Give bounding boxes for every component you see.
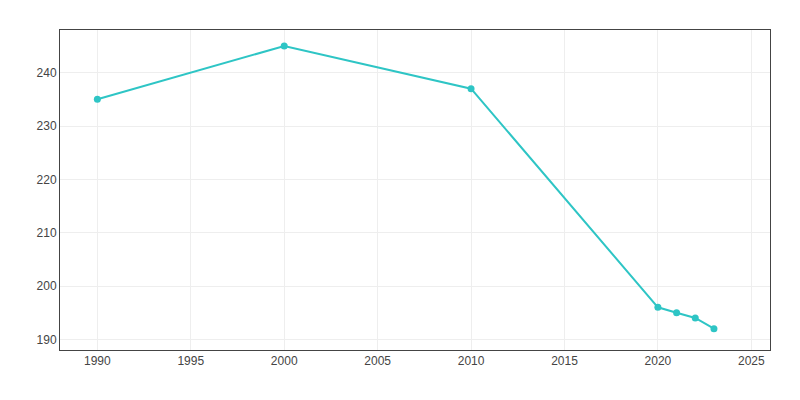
- svg-text:2020: 2020: [645, 354, 672, 368]
- svg-text:220: 220: [37, 173, 57, 187]
- svg-text:200: 200: [37, 279, 57, 293]
- svg-text:1995: 1995: [177, 354, 204, 368]
- svg-text:230: 230: [37, 119, 57, 133]
- svg-text:2025: 2025: [738, 354, 765, 368]
- svg-text:2010: 2010: [458, 354, 485, 368]
- svg-text:2005: 2005: [364, 354, 391, 368]
- svg-text:2000: 2000: [271, 354, 298, 368]
- svg-text:190: 190: [37, 333, 57, 347]
- svg-text:240: 240: [37, 66, 57, 80]
- svg-text:210: 210: [37, 226, 57, 240]
- svg-text:1990: 1990: [84, 354, 111, 368]
- svg-text:2015: 2015: [551, 354, 578, 368]
